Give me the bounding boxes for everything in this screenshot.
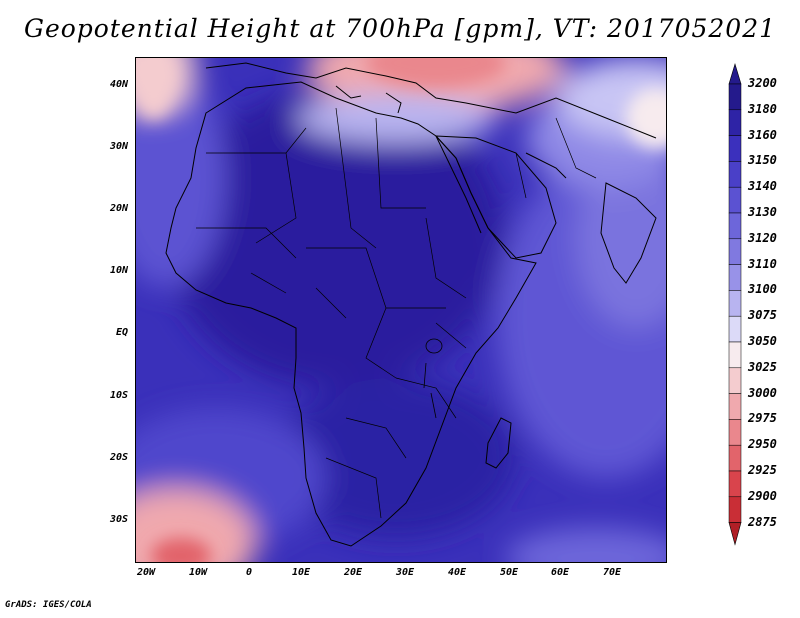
lat-tick-label: 30N — [109, 141, 128, 152]
color-bar-swatch — [728, 264, 742, 291]
lon-tick-label: 60E — [550, 567, 570, 578]
lat-tick-label: 20N — [109, 203, 128, 214]
coastlines — [165, 62, 657, 547]
lat-tick-label: 10S — [109, 390, 128, 401]
lat-tick-label: 20S — [109, 452, 128, 463]
color-bar-level-label: 3200 — [748, 76, 777, 90]
color-bar-swatch — [728, 393, 742, 420]
color-bar-level-label: 2950 — [748, 437, 777, 452]
color-bar-level-label: 2875 — [748, 514, 777, 529]
map-title: Geopotential Height at 700hPa [gpm], VT:… — [23, 14, 777, 43]
color-bar-level-label: 2975 — [748, 411, 777, 426]
lon-tick-label: 50E — [499, 567, 519, 578]
color-bar-level-label: 3130 — [748, 205, 777, 219]
country-boundaries — [196, 107, 597, 519]
color-bar-bottom-arrow — [728, 522, 742, 546]
color-bar-swatch — [728, 135, 742, 162]
color-bar-top-arrow — [728, 62, 742, 85]
credit-text: GrADS: IGES/COLA — [5, 600, 92, 610]
lon-tick-label: 10E — [291, 567, 311, 578]
color-bar-swatch — [728, 212, 742, 240]
color-bar-level-label: 3110 — [748, 256, 777, 271]
lon-tick-label: 70E — [602, 567, 622, 578]
color-bar-swatch — [728, 367, 742, 394]
color-bar-level-label: 3075 — [748, 308, 777, 323]
map-plot-area — [135, 57, 667, 563]
color-bar-level-label: 3150 — [748, 153, 777, 168]
lon-tick-label: 20E — [343, 567, 363, 578]
color-bar-level-label: 3050 — [748, 334, 777, 348]
height-field-detail — [136, 58, 666, 562]
color-bar-swatch — [728, 315, 742, 343]
lat-tick-label: EQ — [115, 327, 128, 338]
lon-tick-label: 20W — [136, 567, 156, 578]
color-bar-swatch — [728, 161, 742, 188]
color-bar — [728, 62, 742, 546]
color-bar-swatch — [728, 496, 742, 523]
color-bar-level-label: 3000 — [748, 385, 777, 400]
color-bar-swatch — [728, 444, 742, 472]
color-bar-level-label: 3100 — [748, 282, 777, 297]
color-bar-swatches — [728, 62, 742, 546]
lakes — [423, 338, 443, 419]
lat-tick-label: 10N — [109, 265, 128, 276]
lon-tick-label: 40E — [447, 567, 467, 578]
map-canvas — [136, 58, 666, 562]
color-bar-swatch — [728, 238, 742, 265]
color-bar-level-label: 3120 — [748, 230, 777, 245]
lon-tick-label: 30E — [395, 567, 415, 578]
color-bar-swatch — [728, 470, 742, 498]
color-bar-level-label: 2900 — [748, 488, 777, 503]
color-bar-level-label: 2925 — [748, 463, 777, 477]
color-bar-swatch — [728, 83, 742, 111]
color-bar-level-label: 3025 — [748, 359, 777, 374]
color-bar-swatch — [728, 186, 742, 214]
lon-tick-label: 10W — [188, 567, 208, 578]
color-bar-swatch — [728, 341, 742, 369]
color-bar-swatch — [728, 419, 742, 446]
color-bar-swatch — [728, 290, 742, 317]
lat-tick-label: 40N — [109, 79, 128, 90]
lon-tick-label: 0 — [245, 567, 253, 578]
color-bar-swatch — [728, 109, 742, 136]
lat-tick-label: 30S — [109, 514, 128, 525]
color-bar-level-label: 3180 — [748, 101, 777, 116]
color-bar-level-label: 3160 — [748, 127, 777, 142]
color-bar-level-label: 3140 — [748, 179, 777, 194]
